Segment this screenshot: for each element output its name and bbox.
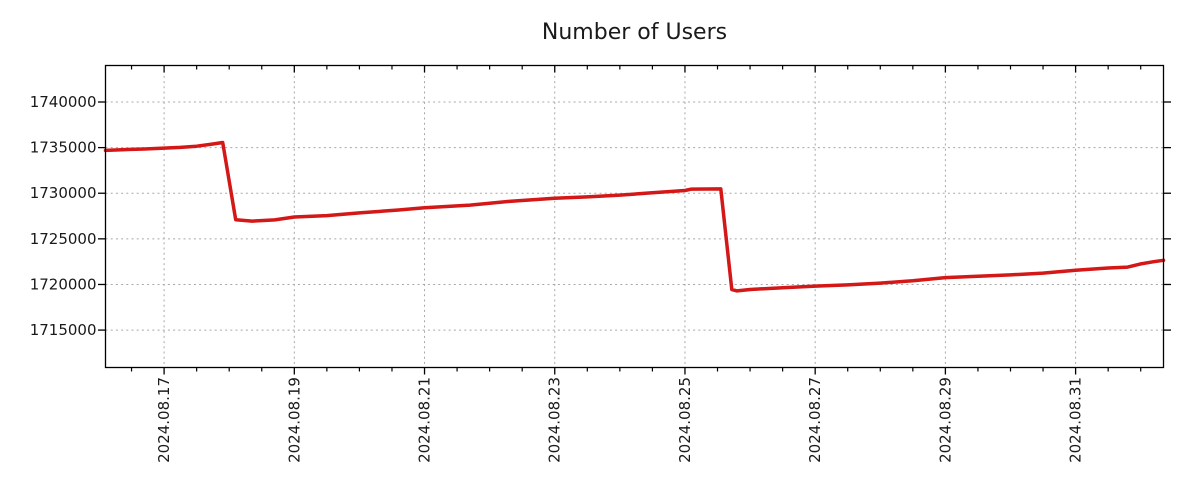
data-series (103, 140, 1166, 293)
x-axis-date-label: 2024.08.17 (155, 377, 173, 463)
x-axis-date-label: 2024.08.19 (285, 377, 303, 463)
plot-border (104, 64, 1165, 369)
plot-border-rect (104, 64, 1165, 369)
y-axis-tick-label: 1715000 (30, 321, 97, 339)
y-axis-tick-label: 1735000 (30, 139, 97, 157)
x-axis-date-label: 2024.08.31 (1067, 377, 1085, 463)
gridlines (105, 65, 1164, 368)
x-axis-date-label: 2024.08.25 (676, 377, 694, 463)
users-series-line (103, 140, 1166, 293)
y-axis-tick-label: 1720000 (30, 275, 97, 293)
axis-tick-labels: 1715000 1720000 1725000 1730000 1735000 17400… (30, 93, 1085, 463)
chart-title: Number of Users (542, 20, 727, 45)
x-axis-date-label: 2024.08.27 (806, 377, 824, 463)
axis-ticks (98, 65, 1171, 375)
y-axis-tick-label: 1740000 (30, 93, 97, 111)
y-axis-tick-label: 1730000 (30, 184, 97, 202)
x-axis-date-label: 2024.08.21 (416, 377, 434, 463)
x-axis-date-label: 2024.08.23 (546, 377, 564, 463)
y-axis-tick-label: 1725000 (30, 230, 97, 248)
x-axis-date-label: 2024.08.29 (936, 377, 954, 463)
